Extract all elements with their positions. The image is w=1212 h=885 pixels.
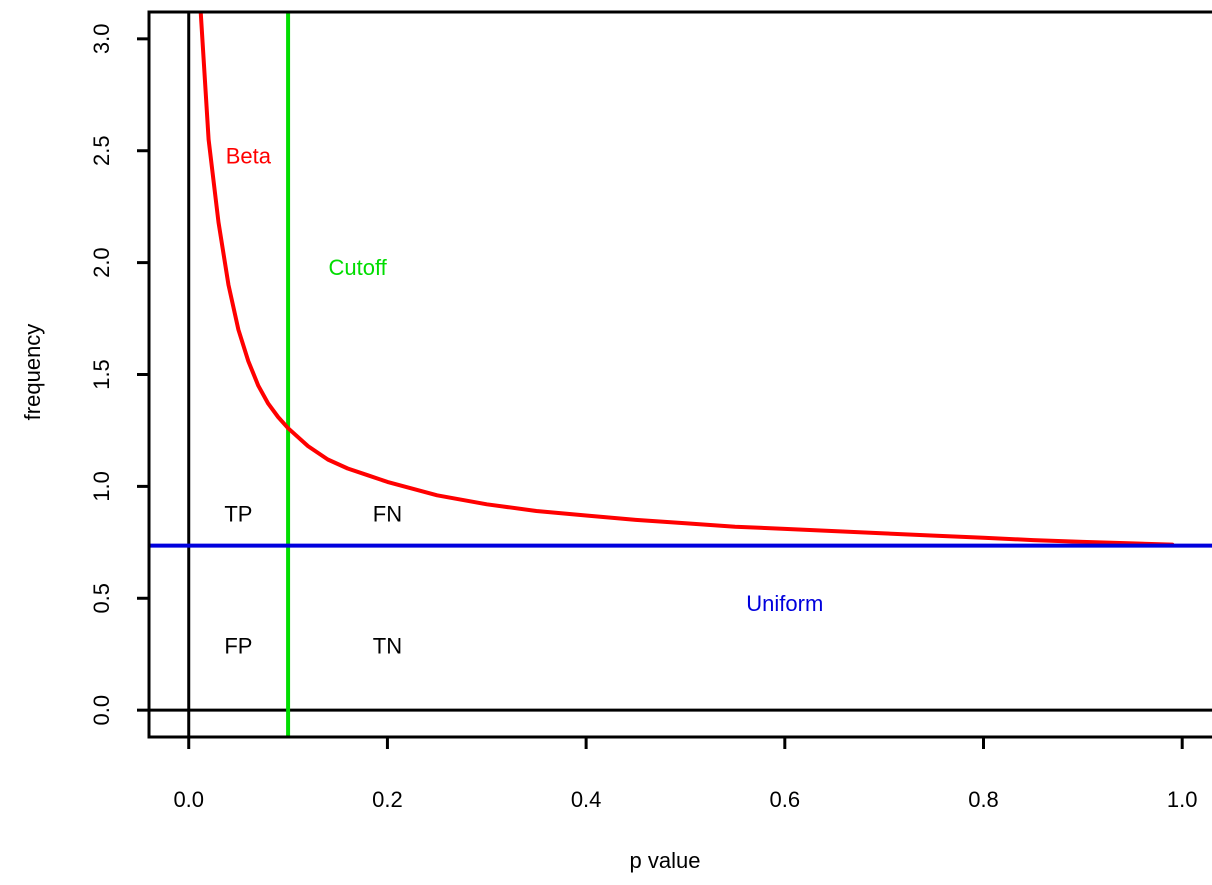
annotation-tn: TN — [373, 633, 402, 658]
x-tick-label: 0.8 — [968, 787, 999, 812]
annotation-cutoff: Cutoff — [328, 255, 387, 280]
annotation-tp: TP — [224, 501, 252, 526]
annotation-fp: FP — [224, 633, 252, 658]
axis-ticks-layer: 0.0 0.2 0.4 0.6 0.8 1.0 0.0 0.5 1.0 1.5 2.0 2.5 3.0 — [89, 24, 1197, 812]
plot-frame-layer — [147, 10, 1212, 739]
x-axis-label: p value — [630, 848, 701, 873]
x-tick-label: 1.0 — [1167, 787, 1198, 812]
y-axis-label: frequency — [20, 324, 45, 421]
plot-frame — [147, 10, 1212, 739]
y-tick-label: 0.0 — [89, 695, 114, 726]
annotation-fn: FN — [373, 501, 402, 526]
y-tick-label: 0.5 — [89, 583, 114, 614]
x-tick-label: 0.4 — [571, 787, 602, 812]
x-tick-label: 0.2 — [372, 787, 403, 812]
y-tick-label: 1.5 — [89, 359, 114, 390]
chart-lines-layer — [149, 12, 1212, 737]
y-tick-label: 1.0 — [89, 471, 114, 502]
beta-curve — [198, 12, 1175, 547]
annotation-beta: Beta — [226, 143, 272, 168]
x-tick-label: 0.0 — [173, 787, 204, 812]
y-tick-label: 2.5 — [89, 135, 114, 166]
x-tick-label: 0.6 — [770, 787, 801, 812]
annotations-layer: Beta Cutoff Uniform TP FN FP TN — [224, 143, 823, 658]
annotation-uniform: Uniform — [746, 591, 823, 616]
y-tick-label: 2.0 — [89, 247, 114, 278]
y-tick-label: 3.0 — [89, 24, 114, 55]
